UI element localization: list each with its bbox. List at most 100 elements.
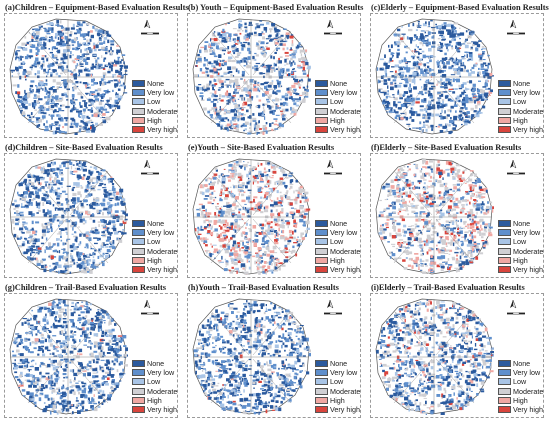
north-arrow-icon xyxy=(324,299,342,315)
map xyxy=(192,298,311,415)
legend-swatch xyxy=(132,256,145,264)
legend-item: Very high xyxy=(498,125,544,134)
legend-swatch xyxy=(315,360,328,367)
legend-item: Low xyxy=(315,237,361,246)
legend-item: High xyxy=(315,116,361,125)
legend: None Very low Low Moderate High Very high xyxy=(498,219,544,274)
legend-item: Very high xyxy=(315,125,361,134)
legend-label: High xyxy=(513,115,528,125)
legend-label: None xyxy=(147,79,165,88)
legend-label: Moderate xyxy=(147,246,178,256)
north-arrow-icon xyxy=(141,299,159,315)
legend-label: Very low xyxy=(330,88,358,98)
panel-frame xyxy=(370,153,544,278)
legend-swatch xyxy=(132,80,145,87)
legend-swatch xyxy=(498,229,511,237)
legend-swatch xyxy=(132,98,145,106)
legend-swatch xyxy=(315,80,328,87)
legend-item: None xyxy=(315,359,361,368)
legend: None Very low Low Moderate High Very high xyxy=(498,359,544,414)
panel-frame xyxy=(4,153,178,278)
legend: None Very low Low Moderate High Very high xyxy=(315,79,361,134)
legend-label: Low xyxy=(147,377,161,387)
legend-label: Moderate xyxy=(513,106,544,116)
legend-swatch xyxy=(132,378,145,386)
legend-swatch xyxy=(498,396,511,404)
panel-frame xyxy=(187,153,361,278)
legend-item: Very low xyxy=(132,368,178,377)
panel-d: (d)Children – Site-Based Evaluation Resu… xyxy=(0,143,179,280)
legend-item: Moderate xyxy=(498,247,544,256)
legend-item: None xyxy=(132,79,178,88)
legend-item: None xyxy=(315,79,361,88)
legend-label: Very high xyxy=(513,124,543,134)
legend-item: Moderate xyxy=(315,107,361,116)
legend-swatch xyxy=(315,369,328,377)
legend-item: Low xyxy=(132,237,178,246)
legend-item: None xyxy=(132,359,178,368)
legend-item: Very low xyxy=(315,88,361,97)
legend-item: Moderate xyxy=(315,247,361,256)
legend-item: Very low xyxy=(498,228,544,237)
legend-swatch xyxy=(498,378,511,386)
legend-label: Moderate xyxy=(147,386,178,396)
legend: None Very low Low Moderate High Very high xyxy=(132,359,178,414)
legend-swatch xyxy=(498,116,511,124)
panel-frame xyxy=(4,13,178,138)
legend-label: High xyxy=(147,255,162,265)
panel-title: (i)Elderly – Trail-Based Evaluation Resu… xyxy=(371,283,525,292)
panel-b: (b) Youth – Equipment-Based Evaluation R… xyxy=(183,3,363,140)
legend-label: None xyxy=(147,359,165,368)
legend-swatch xyxy=(315,396,328,404)
legend-label: Low xyxy=(513,97,527,107)
legend-item: Very high xyxy=(498,405,544,414)
legend-swatch xyxy=(498,360,511,367)
legend-label: Very high xyxy=(330,404,360,414)
legend-item: High xyxy=(498,256,544,265)
panel-c: (c)Elderly – Equipment-Based Evaluation … xyxy=(366,3,549,140)
legend-item: Very low xyxy=(315,368,361,377)
panel-h: (h)Youth – Trail-Based Evaluation Result… xyxy=(183,283,362,420)
legend-swatch xyxy=(132,387,145,395)
legend-label: High xyxy=(330,395,345,405)
legend-label: Very low xyxy=(513,368,541,378)
legend-item: High xyxy=(132,396,178,405)
legend-item: High xyxy=(132,256,178,265)
legend-swatch xyxy=(132,360,145,367)
legend-item: Very high xyxy=(315,405,361,414)
legend-item: Moderate xyxy=(132,107,178,116)
north-arrow-icon xyxy=(507,159,525,175)
legend-swatch xyxy=(498,369,511,377)
legend-item: Low xyxy=(315,377,361,386)
legend-label: Moderate xyxy=(330,386,361,396)
legend-label: Moderate xyxy=(147,106,178,116)
panel-title: (d)Children – Site-Based Evaluation Resu… xyxy=(5,143,163,152)
legend-swatch xyxy=(498,98,511,106)
legend-item: None xyxy=(498,359,544,368)
legend-item: Low xyxy=(498,377,544,386)
legend-label: Very low xyxy=(147,88,175,98)
map xyxy=(375,158,494,275)
legend-item: High xyxy=(498,396,544,405)
legend-label: Low xyxy=(513,237,527,247)
legend-swatch xyxy=(132,247,145,255)
legend-item: Very low xyxy=(132,88,178,97)
legend-swatch xyxy=(498,256,511,264)
legend-label: None xyxy=(513,359,531,368)
legend-swatch xyxy=(315,98,328,106)
panel-title: (c)Elderly – Equipment-Based Evaluation … xyxy=(371,3,549,12)
panel-frame xyxy=(4,293,178,418)
legend-label: Very high xyxy=(147,124,177,134)
legend: None Very low Low Moderate High Very high xyxy=(498,79,544,134)
legend-label: Low xyxy=(147,237,161,247)
north-arrow-icon xyxy=(507,19,525,35)
legend-label: None xyxy=(147,219,165,228)
legend-label: None xyxy=(513,219,531,228)
legend-label: Very high xyxy=(513,404,543,414)
panel-e: (e)Youth – Site-Based Evaluation Results… xyxy=(183,143,362,280)
legend-swatch xyxy=(132,220,145,227)
legend-label: Very high xyxy=(330,264,360,274)
legend-item: Low xyxy=(132,97,178,106)
north-arrow-icon xyxy=(324,19,342,35)
